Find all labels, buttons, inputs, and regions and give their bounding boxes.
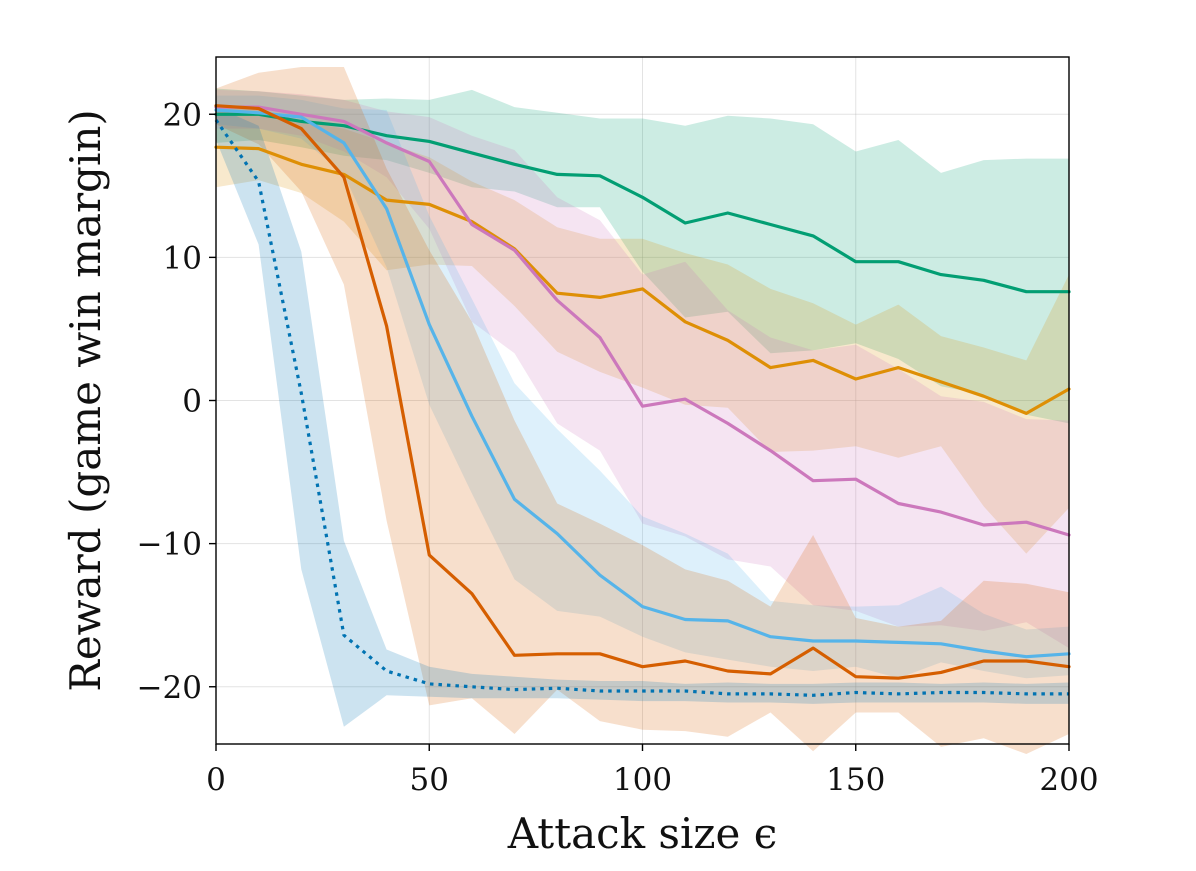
band-vermillion (216, 67, 1069, 754)
series-lines (214, 104, 1071, 697)
x-tick-label: 200 (1039, 762, 1098, 798)
x-tick-label: 150 (826, 762, 885, 798)
band-sky (216, 95, 1069, 679)
band-green (216, 88, 1069, 424)
x-tick-label: 0 (206, 762, 226, 798)
x-tick-label: 50 (410, 762, 449, 798)
line-vermillion (214, 104, 1071, 680)
band-orange (216, 107, 1069, 554)
y-tick-label: −20 (137, 670, 202, 706)
confidence-bands (216, 67, 1069, 754)
x-tick-label: 100 (613, 762, 672, 798)
line-pink (214, 105, 1071, 537)
x-axis-title: Attack size ϵ (507, 809, 778, 858)
band-pink (216, 89, 1069, 649)
line-orange (214, 145, 1071, 415)
y-tick-label: 20 (163, 97, 202, 133)
line-blue-dotted (214, 119, 1069, 697)
y-axis-title: Reward (game win margin) (61, 109, 110, 692)
line-sky (214, 108, 1071, 659)
y-tick-label: 0 (182, 384, 202, 420)
y-tick-label: 10 (163, 240, 202, 276)
y-tick-label: −10 (137, 527, 202, 563)
